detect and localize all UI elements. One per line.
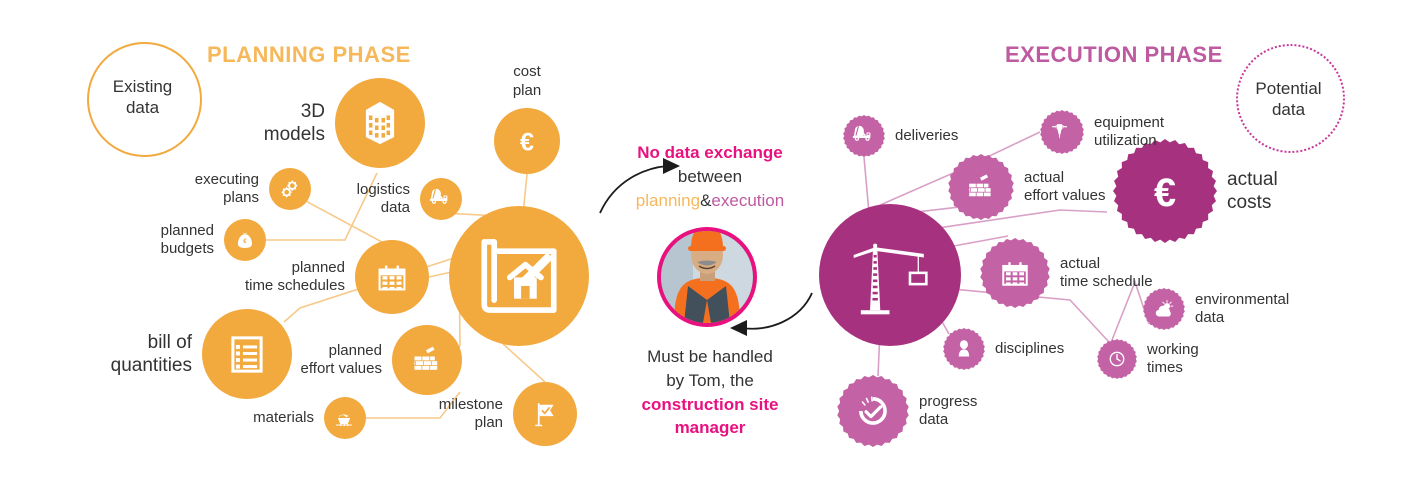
svg-text:€: € [243, 238, 247, 245]
svg-text:€: € [520, 129, 534, 157]
svg-text:€: € [1154, 171, 1176, 215]
